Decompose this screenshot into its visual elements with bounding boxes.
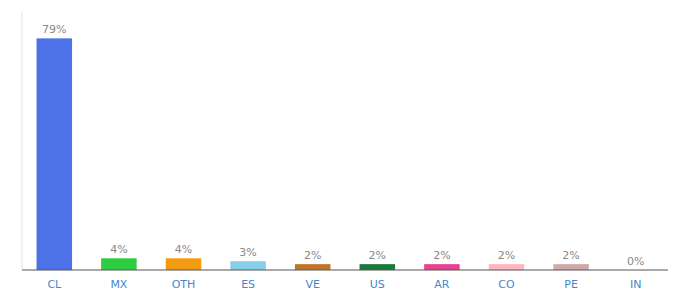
x-tick-label: CO xyxy=(498,278,515,291)
bar xyxy=(553,264,589,270)
data-label: 2% xyxy=(498,249,515,262)
bar xyxy=(295,264,331,270)
data-label: 79% xyxy=(42,23,66,36)
data-label: 2% xyxy=(433,249,450,262)
x-axis-line xyxy=(22,270,668,271)
data-label: 4% xyxy=(110,243,127,256)
chart-svg: 79% 4% 4% 3% 2% 2% 2% 2% 2% 0% CL MX OTH ES VE US AR CO PE… xyxy=(0,0,680,300)
bar xyxy=(489,264,525,270)
x-tick-label: MX xyxy=(110,278,127,291)
x-tick-labels: CL MX OTH ES VE US AR CO PE IN xyxy=(47,278,641,291)
x-tick-label: CL xyxy=(47,278,62,291)
data-label: 2% xyxy=(304,249,321,262)
x-tick-label: OTH xyxy=(172,278,196,291)
bars xyxy=(37,38,589,270)
page: {"chart_data": {"type": "bar", "categori… xyxy=(0,0,680,300)
data-label: 2% xyxy=(369,249,386,262)
x-tick-label: AR xyxy=(434,278,450,291)
y-axis-line xyxy=(22,12,23,270)
data-label: 3% xyxy=(239,246,256,259)
data-labels: 79% 4% 4% 3% 2% 2% 2% 2% 2% 0% xyxy=(42,23,644,268)
bar xyxy=(230,261,266,270)
x-tick-label: PE xyxy=(564,278,578,291)
chart-container: 79% 4% 4% 3% 2% 2% 2% 2% 2% 0% CL MX OTH ES VE US AR CO PE… xyxy=(0,0,680,300)
bar xyxy=(37,38,73,270)
bar xyxy=(424,264,460,270)
data-label: 4% xyxy=(175,243,192,256)
data-label: 0% xyxy=(627,255,644,268)
bar xyxy=(101,258,137,270)
x-tick-label: ES xyxy=(241,278,255,291)
x-tick-label: IN xyxy=(630,278,641,291)
data-label: 2% xyxy=(562,249,579,262)
bar xyxy=(360,264,396,270)
x-tick-label: VE xyxy=(305,278,320,291)
x-tick-label: US xyxy=(370,278,385,291)
bar xyxy=(166,258,202,270)
